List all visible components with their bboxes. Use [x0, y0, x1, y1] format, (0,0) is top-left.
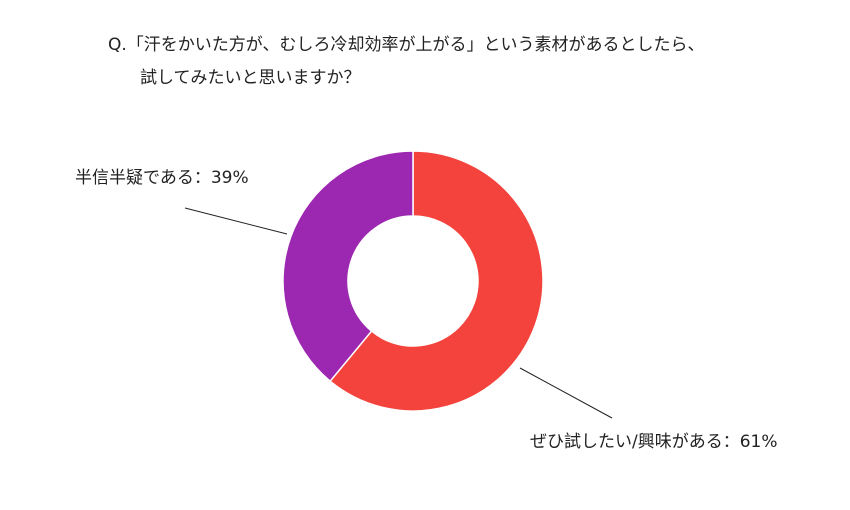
chart-title: Q.「汗をかいた方が、むしろ冷却効率が上がる」という素材があるとしたら、 — [108, 35, 704, 55]
chart-title: 試してみたいと思いますか？ — [140, 68, 361, 88]
data-label: ぜひ試したい/興味がある：61% — [530, 432, 778, 452]
leader-line — [519, 367, 613, 419]
leader-line — [184, 207, 288, 235]
donut-slice — [329, 150, 544, 412]
data-label: 半信半疑である：39% — [75, 168, 249, 188]
donut-slice — [282, 150, 414, 383]
